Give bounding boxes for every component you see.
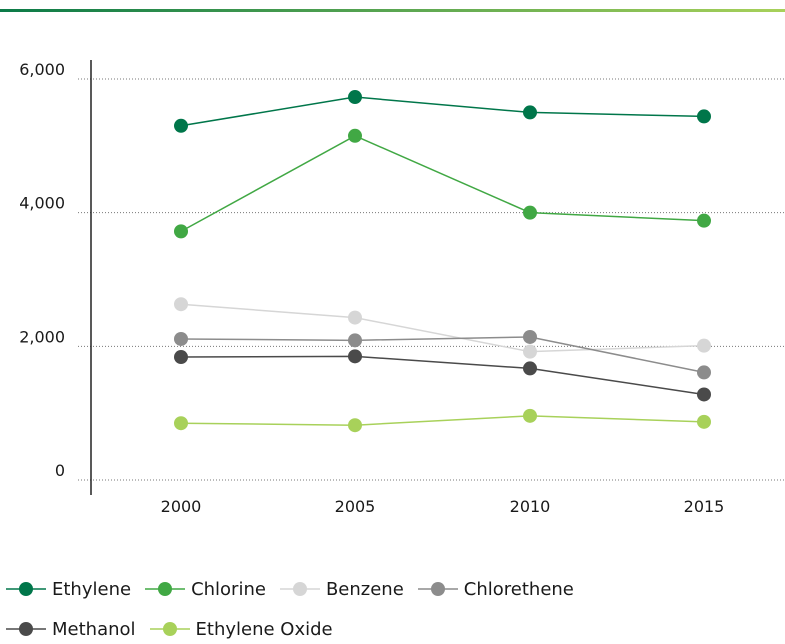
- legend-marker-icon: [417, 582, 458, 596]
- legend-row-2: Methanol Ethylene Oxide: [6, 614, 781, 644]
- data-point-ethylene: [697, 109, 711, 124]
- data-point-benzene: [523, 344, 537, 359]
- legend-label: Chlorethene: [463, 578, 574, 600]
- legend-marker-icon: [145, 582, 186, 596]
- data-point-methanol: [348, 349, 362, 364]
- series-line-chlorine: [180, 134, 705, 233]
- legend-item-benzene: Benzene: [279, 578, 404, 600]
- legend-marker-icon: [279, 582, 320, 596]
- legend-item-ethylene: Ethylene: [6, 579, 131, 600]
- legend-item-methanol: Methanol: [6, 619, 136, 640]
- data-point-chlorethene: [174, 331, 188, 346]
- legend-label: Ethylene: [52, 578, 132, 600]
- data-point-ethylene: [174, 118, 188, 133]
- series-line-methanol: [180, 355, 705, 396]
- legend-item-chlorethene: Chlorethene: [417, 578, 574, 600]
- y-tick-label: 6,000: [19, 60, 65, 79]
- series-points: [174, 90, 711, 433]
- data-point-chlorine: [697, 213, 711, 228]
- data-point-ethylene: [523, 105, 537, 120]
- data-point-chlorethene: [523, 329, 537, 344]
- legend-marker-icon: [149, 622, 190, 636]
- y-tick-label: 2,000: [19, 327, 65, 346]
- legend-marker-icon: [6, 622, 46, 636]
- data-point-benzene: [348, 310, 362, 325]
- data-point-methanol: [174, 350, 188, 365]
- series-lines: [180, 96, 705, 426]
- data-point-ethylene-oxide: [348, 418, 362, 433]
- legend-item-chlorine: Chlorine: [145, 579, 266, 600]
- legend-label: Chlorine: [191, 578, 266, 600]
- data-point-methanol: [523, 361, 537, 376]
- series-line-chlorethene: [180, 336, 705, 374]
- y-tick-label: 4,000: [19, 194, 65, 213]
- data-point-chlorine: [348, 128, 362, 143]
- legend-row-1: Ethylene Chlorine Benzene Chlorethene: [6, 574, 781, 604]
- legend-label: Ethylene Oxide: [195, 618, 333, 640]
- data-point-chlorine: [174, 224, 188, 239]
- x-tick-label: 2005: [335, 497, 376, 516]
- legend-item-ethylene-oxide: Ethylene Oxide: [149, 618, 333, 640]
- data-point-ethylene-oxide: [697, 414, 711, 429]
- series-group: [174, 90, 711, 433]
- y-axis-ticks: 0 2,000 4,000 6,000: [19, 60, 65, 480]
- series-line-benzene: [180, 303, 705, 353]
- legend-label: Methanol: [52, 618, 136, 640]
- data-point-ethylene-oxide: [523, 408, 537, 423]
- x-tick-label: 2010: [510, 497, 551, 516]
- legend-marker-icon: [6, 582, 46, 596]
- data-point-methanol: [697, 387, 711, 402]
- x-tick-label: 2015: [684, 497, 725, 516]
- data-point-ethylene-oxide: [174, 416, 188, 431]
- x-axis-ticks: 2000 2005 2010 2015: [161, 497, 725, 516]
- data-point-benzene: [174, 297, 188, 312]
- x-tick-label: 2000: [161, 497, 202, 516]
- data-point-benzene: [697, 338, 711, 353]
- header-bar: [0, 9, 785, 12]
- legend-label: Benzene: [325, 578, 404, 600]
- series-line-ethylene-oxide: [180, 415, 705, 426]
- data-point-chlorine: [523, 205, 537, 220]
- data-point-chlorethene: [697, 365, 711, 380]
- data-point-ethylene: [348, 90, 362, 105]
- y-tick-label: 0: [55, 461, 65, 480]
- gridlines: [78, 78, 785, 481]
- series-line-ethylene: [180, 96, 705, 127]
- data-point-chlorethene: [348, 333, 362, 348]
